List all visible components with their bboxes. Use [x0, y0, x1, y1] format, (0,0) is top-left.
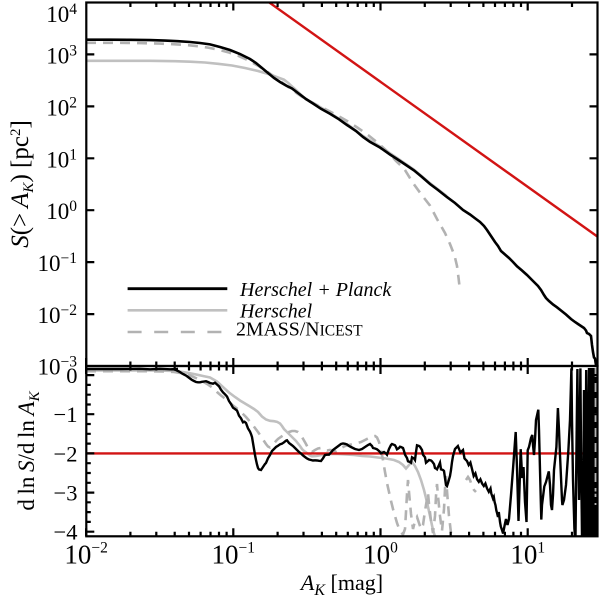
svg-text:AK [mag]: AK [mag] [299, 570, 383, 598]
svg-text:−4: −4 [54, 520, 78, 545]
svg-text:Herschel + Planck: Herschel + Planck [239, 279, 392, 301]
svg-text:−2: −2 [54, 441, 78, 466]
svg-text:Herschel: Herschel [239, 301, 313, 323]
svg-text:0: 0 [66, 363, 77, 388]
svg-text:2MASS/NICEST: 2MASS/NICEST [236, 319, 363, 341]
svg-text:−3: −3 [54, 481, 78, 506]
svg-text:−1: −1 [54, 402, 78, 427]
svg-text:d ln S/d ln AK: d ln S/d ln AK [14, 390, 43, 510]
svg-text:10−2: 10−2 [38, 302, 78, 328]
